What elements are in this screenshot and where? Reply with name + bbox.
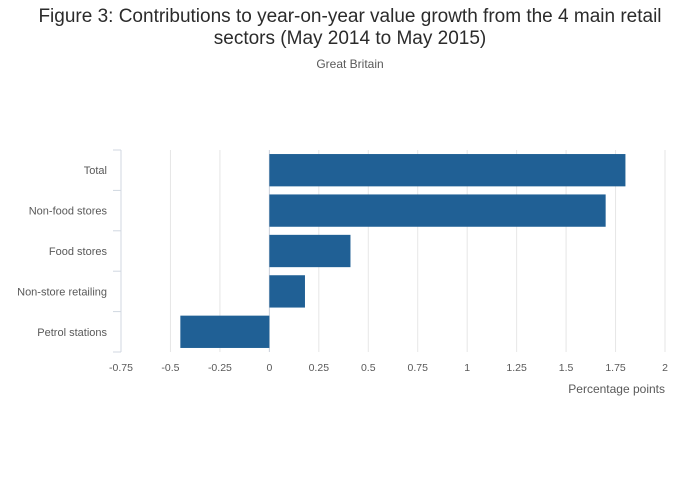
category-label: Non-food stores xyxy=(29,206,108,218)
chart-title: Figure 3: Contributions to year-on-year … xyxy=(38,6,662,49)
bar xyxy=(269,194,606,227)
x-tick-label: 0.75 xyxy=(408,362,429,374)
x-axis-title: Percentage points xyxy=(568,382,665,396)
y-axis xyxy=(113,149,122,353)
bar xyxy=(269,275,305,308)
x-tick-label: 1.25 xyxy=(506,362,527,374)
x-tick-label: 0.5 xyxy=(361,362,376,374)
bars xyxy=(180,154,626,348)
category-label: Non-store retailing xyxy=(17,286,107,298)
x-tick-label: 2 xyxy=(662,362,668,374)
x-tick-label: 1.5 xyxy=(559,362,574,374)
category-label: Food stores xyxy=(49,246,108,258)
x-tick-label: -0.25 xyxy=(208,362,232,374)
category-label: Total xyxy=(84,165,107,177)
category-labels: Total Non-food stores Food stores Non-store… xyxy=(17,165,107,339)
x-tick-label: 1 xyxy=(464,362,470,374)
x-tick-label: -0.75 xyxy=(109,362,133,374)
bar xyxy=(269,154,626,187)
x-tick-labels: -0.75 -0.5 -0.25 0 0.25 0.5 0.75 1 1.25 1.5 1.75 2 xyxy=(109,362,668,374)
x-tick-label: 0.25 xyxy=(309,362,330,374)
bar xyxy=(180,315,270,348)
x-tick-label: -0.5 xyxy=(161,362,179,374)
category-label: Petrol stations xyxy=(37,327,107,339)
bar xyxy=(269,234,351,268)
x-tick-label: 0 xyxy=(266,362,272,374)
x-tick-label: 1.75 xyxy=(605,362,626,374)
chart-subtitle: Great Britain xyxy=(316,57,384,71)
